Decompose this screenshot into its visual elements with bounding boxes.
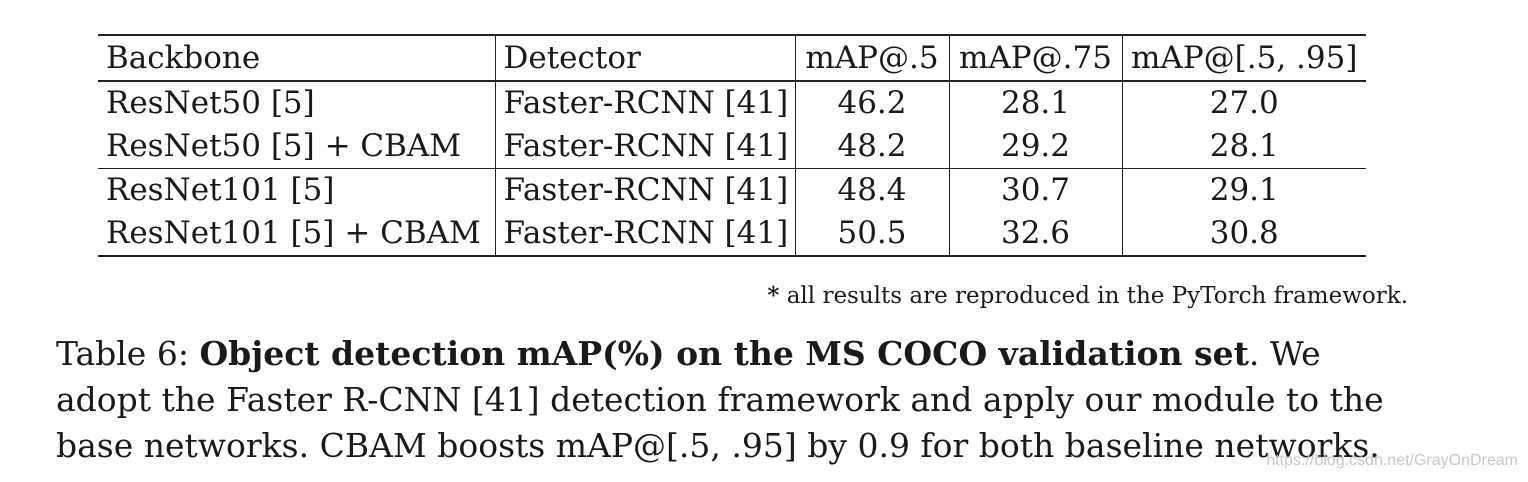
cell-map75: 28.1 [949,80,1123,125]
caption-body: . We adopt the Faster R-CNN [41] detecti… [56,334,1384,465]
header-map-all: mAP@[.5, .95] [1122,34,1366,82]
table-caption: Table 6: Object detection mAP(%) on the … [56,331,1416,469]
cell-map50: 48.4 [795,168,950,212]
header-detector: Detector [495,34,796,82]
cell-map50: 46.2 [795,80,950,125]
footnote-text: all results are reproduced in the PyTorc… [786,283,1408,309]
table-row: ResNet50 [5] + CBAM Faster-RCNN [41] 48.… [98,125,1366,169]
cell-detector: Faster-RCNN [41] [495,212,796,257]
cell-map-all: 30.8 [1122,212,1366,257]
caption-label: Table 6: [56,334,189,373]
cell-map-all: 28.1 [1209,128,1279,164]
cell-detector: Faster-RCNN [41] [495,168,796,212]
cell-map50: 50.5 [795,212,950,257]
cell-backbone: ResNet50 [5] + CBAM [98,125,496,169]
cell-backbone: ResNet101 [5] + CBAM [98,212,496,257]
cell-map-all: 29.1 [1122,168,1366,212]
table-row: ResNet50 [5] Faster-RCNN [41] 46.2 28.1 … [98,80,1366,125]
cell-map75: 30.7 [949,168,1123,212]
footnote-marker: * [767,282,780,309]
watermark: https://blog.csdn.net/GrayOnDream [1266,452,1518,469]
cell-map50: 48.2 [795,125,950,169]
cell-map75: 32.6 [949,212,1123,257]
table-header-row: Backbone Detector mAP@.5 mAP@.75 mAP@[.5… [98,34,1366,82]
cell-map75: 29.2 [949,125,1123,169]
caption-title: Object detection mAP(%) on the MS COCO v… [199,334,1249,373]
cell-backbone: ResNet101 [5] [98,168,496,212]
results-table: Backbone Detector mAP@.5 mAP@.75 mAP@[.5… [98,34,1366,257]
cell-map-all: 27.0 [1122,80,1366,125]
header-map50: mAP@.5 [795,34,950,82]
table-footnote: * all results are reproduced in the PyTo… [767,282,1408,309]
results-table-container: Backbone Detector mAP@.5 mAP@.75 mAP@[.5… [98,34,1366,257]
header-backbone: Backbone [98,34,496,82]
table-row: ResNet101 [5] Faster-RCNN [41] 48.4 30.7… [98,168,1366,212]
header-map75: mAP@.75 [949,34,1123,82]
table-row: ResNet101 [5] + CBAM Faster-RCNN [41] 50… [98,212,1366,257]
cell-detector: Faster-RCNN [41] [495,80,796,125]
cell-detector: Faster-RCNN [41] [495,125,796,169]
cell-backbone: ResNet50 [5] [98,80,496,125]
